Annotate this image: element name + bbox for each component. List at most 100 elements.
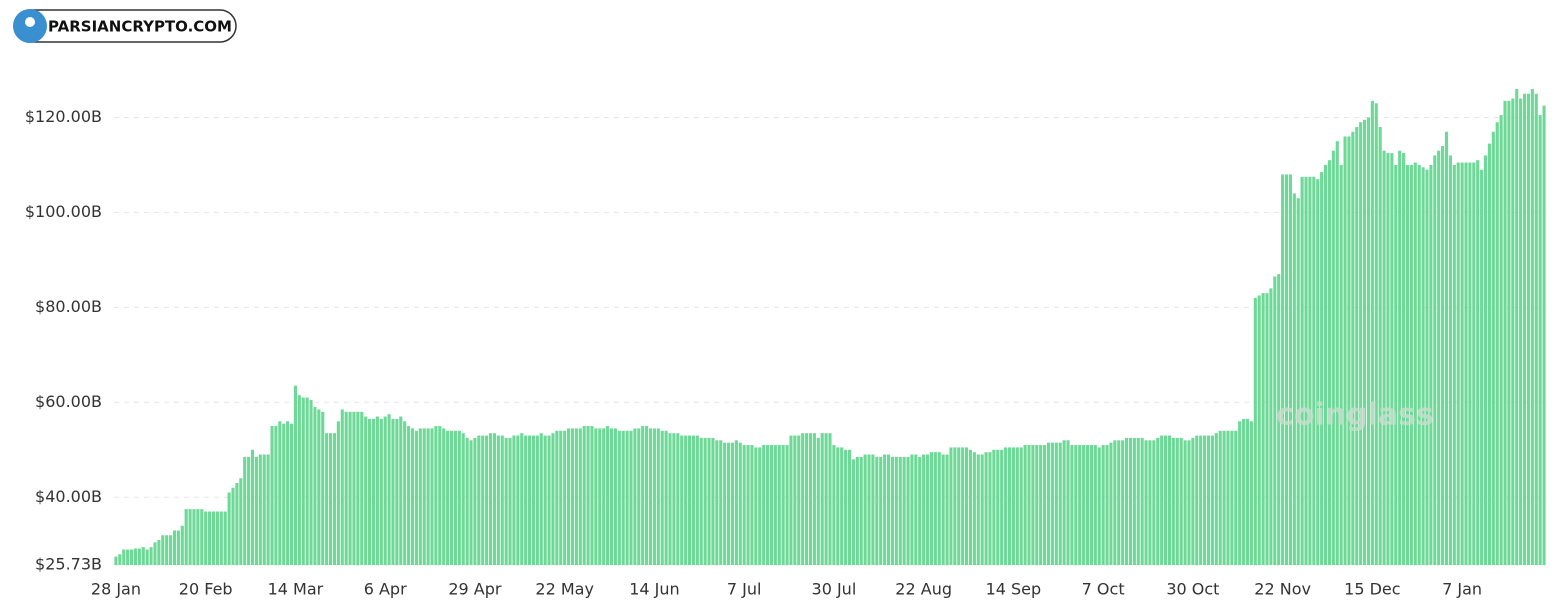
- bar: [680, 435, 684, 565]
- bar: [453, 430, 457, 565]
- bar: [278, 421, 282, 565]
- bar: [668, 433, 672, 565]
- bar: [1522, 93, 1527, 565]
- bar: [395, 418, 399, 565]
- bar: [1526, 93, 1531, 565]
- bar: [1156, 437, 1160, 565]
- bar: [516, 435, 520, 565]
- bar-layer: [114, 88, 1546, 566]
- bar: [555, 430, 559, 565]
- bar: [492, 433, 496, 565]
- bar: [812, 433, 816, 565]
- x-tick-label: 20 Feb: [179, 580, 233, 599]
- bar: [446, 430, 450, 565]
- bar: [442, 428, 446, 565]
- bar: [438, 426, 442, 565]
- bar: [586, 426, 590, 565]
- bar: [1113, 440, 1117, 565]
- bar: [789, 435, 793, 565]
- bar: [239, 478, 243, 565]
- bar: [407, 426, 411, 565]
- bar: [141, 547, 145, 565]
- bar: [1402, 153, 1406, 566]
- bar: [965, 447, 969, 565]
- bar: [578, 428, 582, 565]
- bar: [1101, 445, 1105, 565]
- bar: [449, 430, 454, 565]
- bar: [890, 456, 894, 565]
- bar: [258, 454, 262, 565]
- bar: [820, 433, 824, 565]
- bar: [805, 433, 809, 565]
- bar: [1035, 445, 1039, 565]
- bar: [602, 428, 606, 565]
- bar: [1359, 122, 1363, 565]
- bar: [691, 435, 695, 565]
- bar: [488, 433, 493, 565]
- bar: [1164, 435, 1168, 565]
- bar: [695, 435, 699, 565]
- bar: [949, 447, 953, 565]
- bar: [937, 452, 941, 565]
- watermark: coinglass: [1276, 398, 1434, 433]
- bar: [1374, 103, 1378, 566]
- bar: [1050, 442, 1054, 565]
- bar: [461, 433, 465, 565]
- bar: [274, 426, 278, 565]
- bar: [317, 409, 321, 565]
- bar: [652, 428, 656, 565]
- bar: [968, 449, 973, 565]
- bar: [1230, 430, 1234, 565]
- bar: [1480, 169, 1484, 565]
- bar: [684, 435, 688, 565]
- bar: [547, 435, 551, 565]
- bar: [309, 399, 313, 565]
- bar: [961, 447, 965, 565]
- bar: [114, 556, 118, 565]
- bar: [1245, 418, 1250, 565]
- bar: [457, 430, 461, 565]
- bar: [730, 442, 735, 565]
- bar: [1109, 442, 1113, 565]
- bar: [1000, 449, 1004, 565]
- bar: [1323, 164, 1328, 566]
- y-tick-label: $80.00B: [35, 297, 102, 316]
- bar: [1210, 435, 1214, 565]
- y-tick-label: $120.00B: [25, 107, 102, 126]
- bar: [1472, 162, 1476, 565]
- bar: [465, 437, 469, 565]
- bar: [1167, 435, 1172, 565]
- bar: [383, 416, 387, 565]
- bar: [371, 418, 376, 565]
- bar: [922, 454, 926, 565]
- bar: [980, 454, 984, 565]
- bar: [1058, 442, 1062, 565]
- bar: [1534, 93, 1538, 565]
- bar: [707, 437, 711, 565]
- bar: [231, 487, 235, 565]
- bar: [399, 416, 403, 565]
- bar: [434, 426, 438, 565]
- x-tick-label: 14 Jun: [629, 580, 679, 599]
- bar: [1405, 164, 1410, 566]
- bar: [1199, 435, 1203, 565]
- bar: [1444, 131, 1449, 565]
- bar: [1355, 126, 1359, 565]
- bar: [1226, 430, 1230, 565]
- bar: [933, 452, 937, 565]
- bar: [250, 449, 255, 565]
- bar: [824, 433, 828, 565]
- bar: [485, 435, 489, 565]
- bar: [469, 440, 473, 565]
- bar: [1320, 172, 1324, 565]
- bar: [676, 433, 680, 565]
- bar: [422, 428, 426, 565]
- bar: [126, 549, 130, 565]
- bar: [1538, 115, 1542, 566]
- bar: [1495, 122, 1499, 565]
- bar: [1468, 162, 1472, 565]
- bar: [750, 445, 754, 565]
- bar: [1124, 437, 1129, 565]
- bar: [1203, 435, 1207, 565]
- x-tick-label: 14 Sep: [986, 580, 1042, 599]
